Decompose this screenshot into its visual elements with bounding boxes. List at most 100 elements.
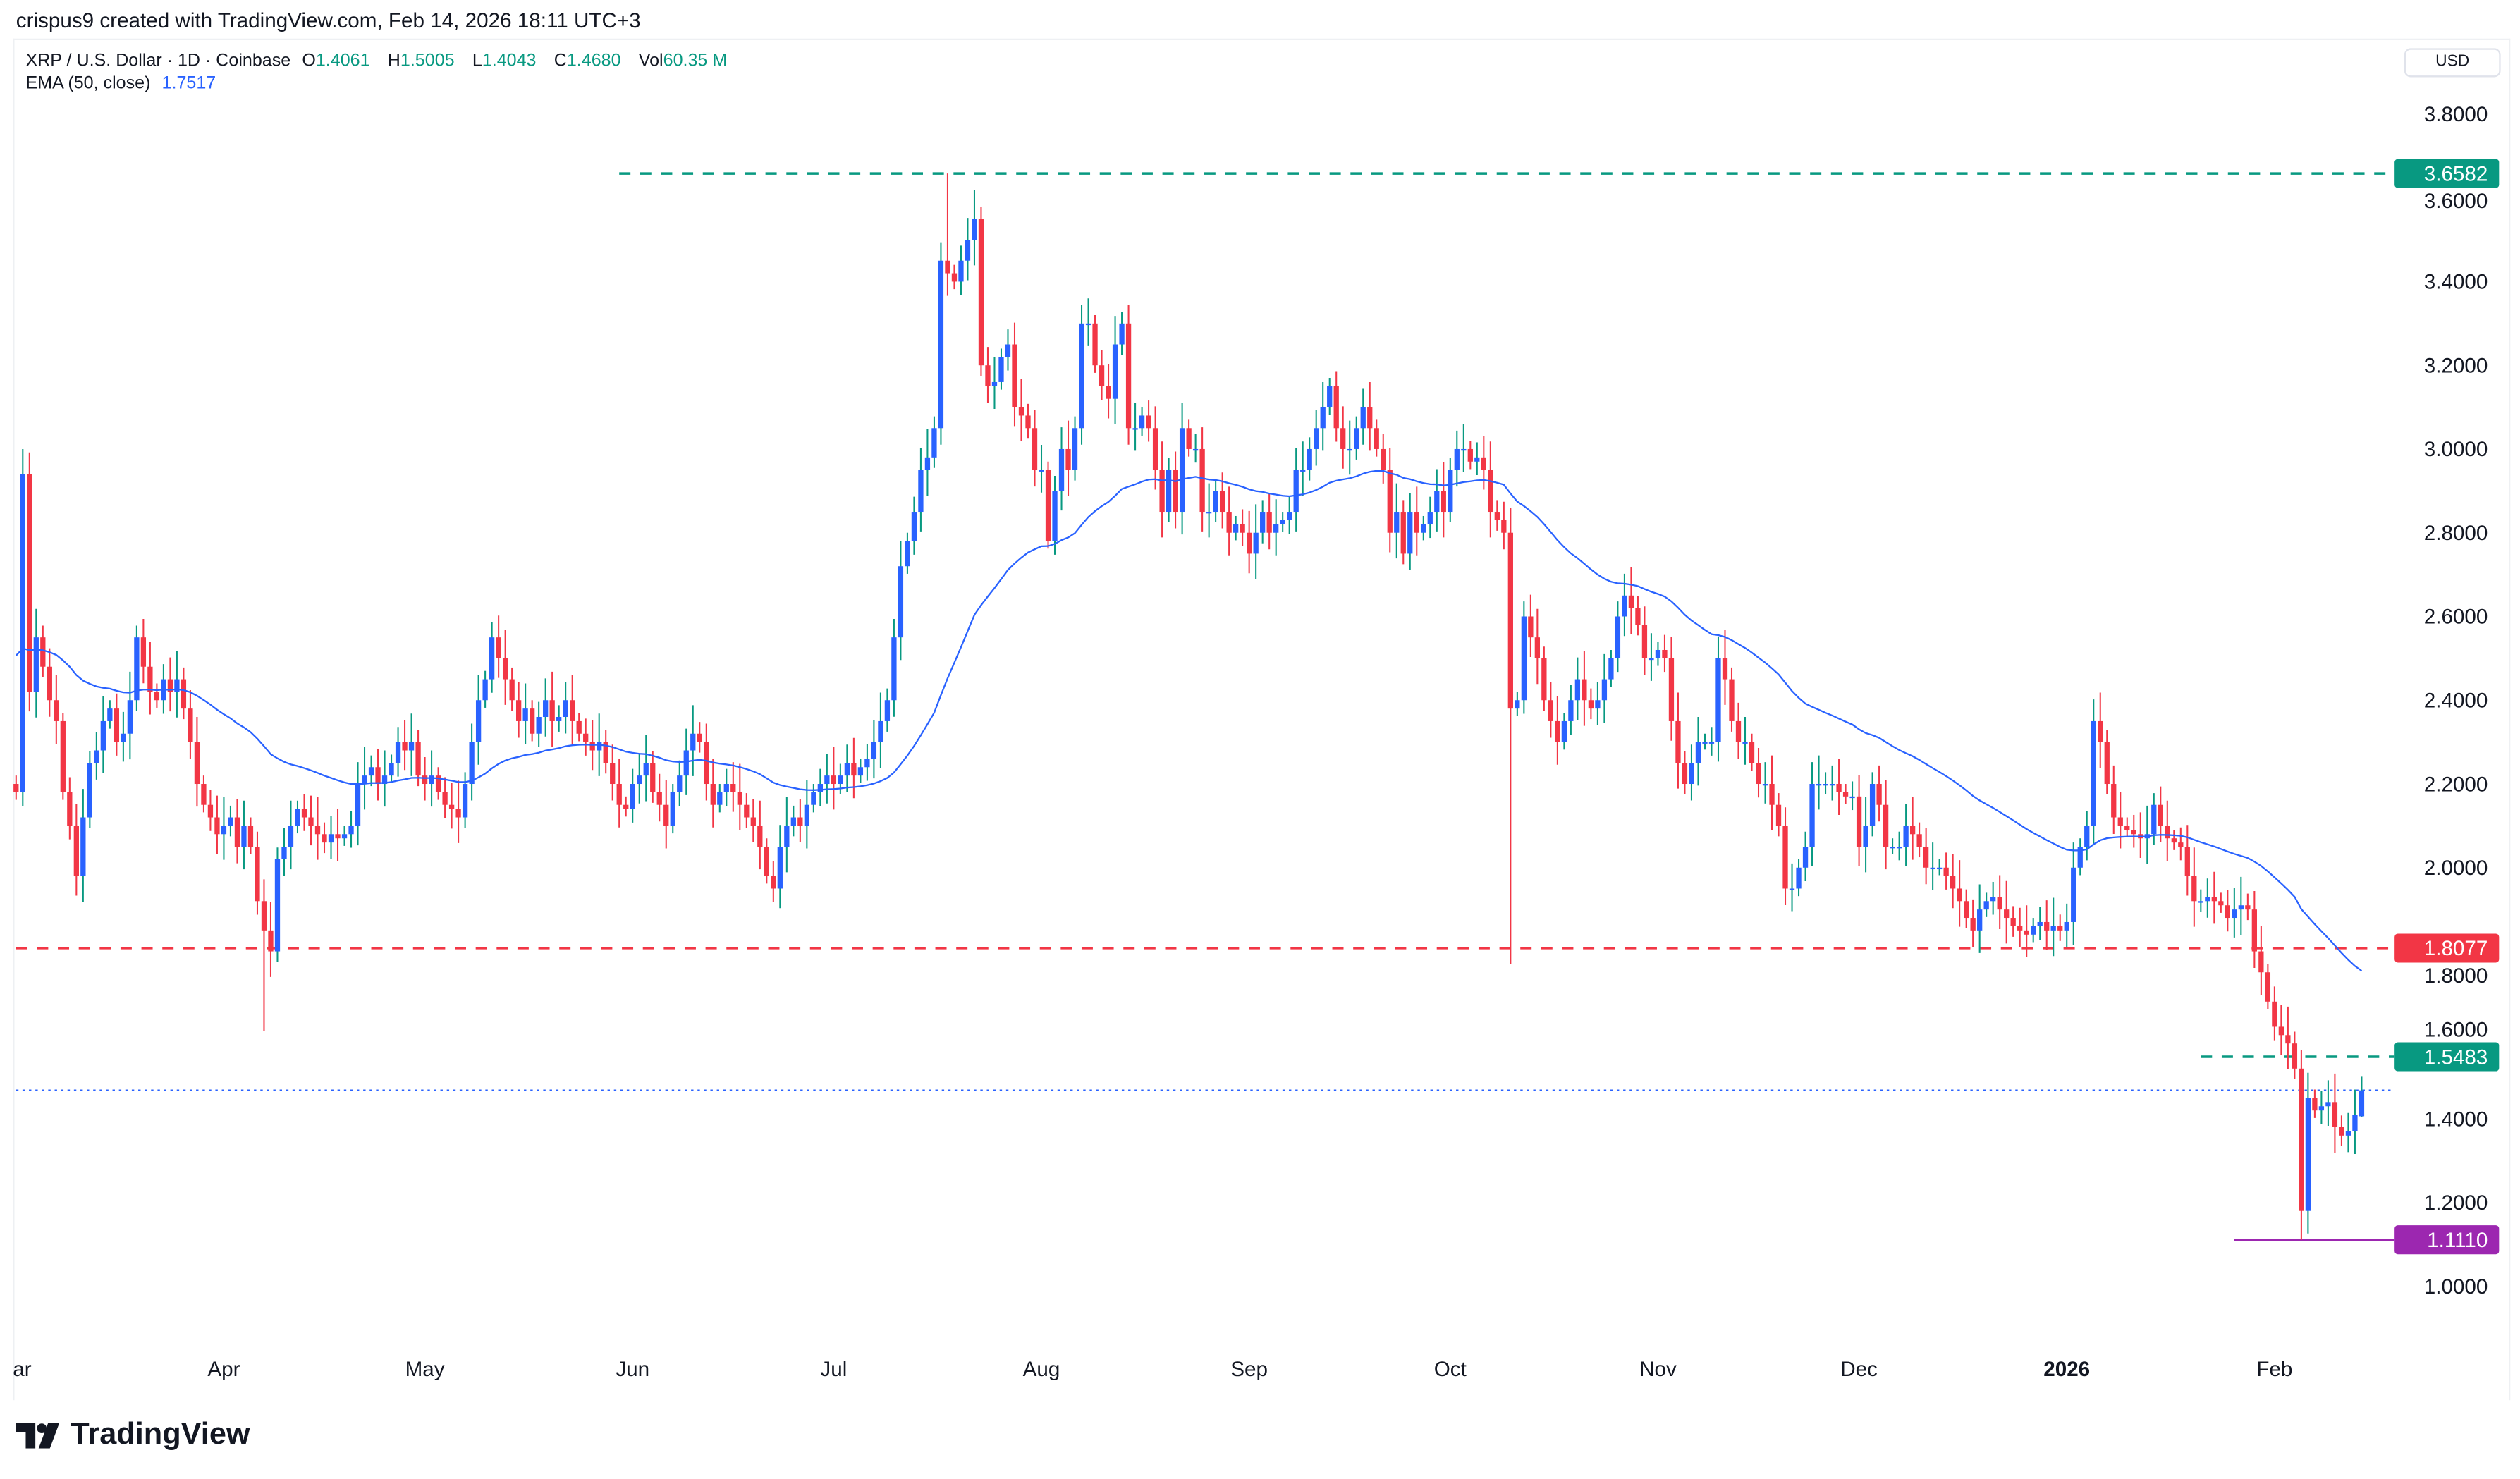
candle: [1119, 323, 1125, 345]
candle: [1574, 679, 1581, 701]
candle: [2278, 1026, 2284, 1036]
candle: [677, 775, 683, 792]
candle: [2024, 930, 2029, 935]
candle: [448, 804, 455, 809]
candle: [1340, 428, 1346, 449]
tradingview-logo-icon: [16, 1423, 60, 1449]
candle: [570, 700, 575, 721]
ema-line: [15, 470, 2363, 972]
candle: [1058, 448, 1065, 491]
candle: [1990, 897, 1996, 902]
y-tick-label: 2.8000: [2424, 522, 2488, 545]
candle: [737, 792, 742, 805]
candle: [1179, 428, 1185, 513]
candle: [697, 733, 702, 742]
symbol-title[interactable]: XRP / U.S. Dollar · 1D · Coinbase: [25, 51, 291, 71]
candle: [1266, 512, 1272, 533]
candle: [1588, 700, 1594, 709]
candle: [1682, 763, 1688, 785]
candle: [1702, 742, 1708, 744]
candle: [2084, 826, 2090, 847]
candle: [2292, 1043, 2298, 1069]
candle: [1039, 470, 1044, 472]
candle: [1152, 428, 1158, 470]
candle: [771, 876, 776, 889]
candle: [1240, 524, 1245, 533]
candle: [1601, 679, 1608, 701]
candle: [288, 826, 294, 847]
candle: [1414, 512, 1419, 533]
candle: [27, 474, 32, 692]
candle: [978, 219, 984, 366]
x-tick-label: Oct: [1434, 1358, 1467, 1381]
candle: [1005, 344, 1011, 357]
currency-button[interactable]: USD: [2404, 48, 2501, 78]
x-tick-label: ar: [13, 1358, 31, 1381]
candle: [945, 260, 950, 274]
candle: [1488, 470, 1493, 513]
candle: [301, 809, 307, 818]
candle: [1125, 323, 1132, 429]
candle: [348, 826, 354, 835]
candle: [1869, 784, 1876, 826]
candle: [757, 826, 763, 847]
candle: [2225, 905, 2230, 919]
candle: [94, 750, 99, 763]
candle: [1072, 428, 1078, 470]
candle: [911, 512, 917, 541]
candle: [408, 742, 415, 751]
ema-label[interactable]: EMA (50, close): [25, 73, 151, 94]
candle: [1159, 470, 1165, 513]
candle: [1595, 700, 1601, 709]
chart-panel: [13, 38, 2511, 1401]
candle: [121, 733, 126, 742]
candle: [255, 847, 260, 902]
candle: [2037, 921, 2043, 926]
candle: [1641, 625, 1648, 658]
candle: [2325, 1102, 2331, 1107]
ohlc-low: L1.4043: [472, 51, 537, 71]
candle: [603, 742, 608, 763]
price-label-badge: [2394, 1042, 2500, 1072]
candle: [777, 847, 783, 889]
candle: [402, 742, 408, 751]
candle: [308, 817, 314, 826]
x-tick-label: Feb: [2256, 1358, 2292, 1381]
y-tick-label: 3.8000: [2424, 103, 2488, 126]
candle: [1615, 616, 1621, 658]
x-tick-label: Sep: [1230, 1358, 1268, 1381]
candle: [2258, 951, 2264, 973]
candle: [140, 637, 147, 667]
candle: [630, 784, 635, 809]
candle: [905, 541, 910, 567]
candle: [1400, 512, 1406, 554]
legend: XRP / U.S. Dollar · 1D · Coinbase O1.406…: [25, 50, 740, 95]
symbol-legend: XRP / U.S. Dollar · 1D · Coinbase O1.406…: [25, 50, 740, 73]
candle: [2158, 804, 2163, 826]
candle: [1903, 826, 1909, 847]
candle: [1722, 658, 1728, 680]
y-tick-label: 1.6000: [2424, 1018, 2488, 1041]
candle: [462, 784, 468, 818]
candle: [1441, 491, 1446, 513]
candle: [2232, 909, 2237, 919]
ema-value: 1.7517: [161, 73, 216, 94]
candle: [107, 708, 113, 721]
candle: [335, 834, 341, 839]
candle: [475, 700, 482, 742]
y-tick-label: 3.0000: [2424, 438, 2488, 461]
candle: [1434, 491, 1440, 513]
candle: [563, 700, 568, 718]
candle: [389, 763, 394, 776]
candle: [2091, 720, 2096, 826]
candle: [1065, 448, 1071, 470]
candle: [1668, 658, 1675, 721]
candle: [1199, 448, 1205, 513]
candle: [1628, 595, 1634, 608]
candle: [368, 767, 374, 776]
candle: [174, 679, 180, 692]
candle: [1494, 512, 1500, 520]
candle: [496, 637, 501, 658]
